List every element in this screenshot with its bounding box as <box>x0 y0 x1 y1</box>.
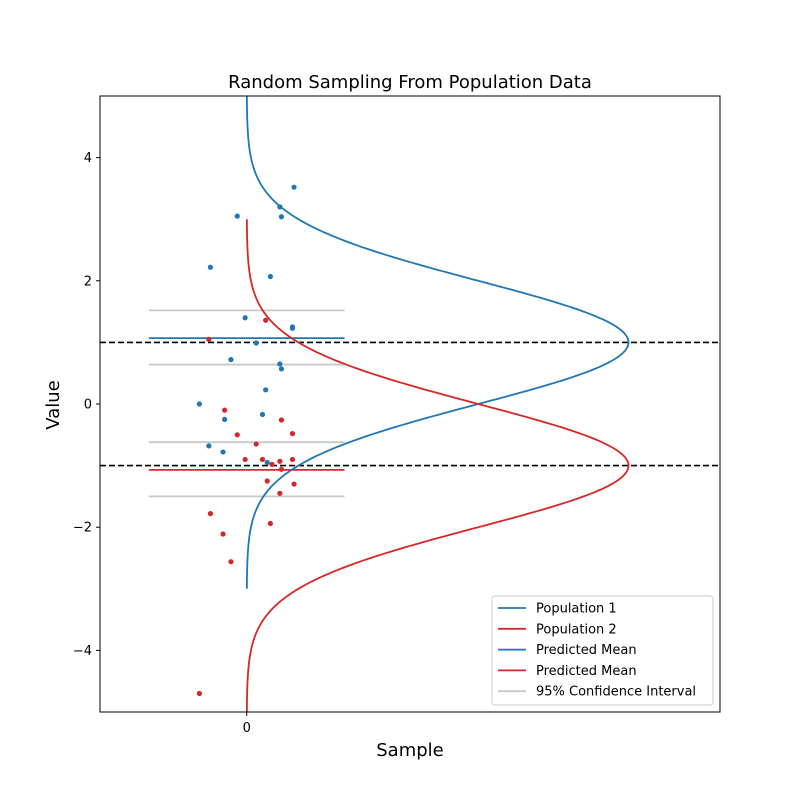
x-tick-label: 0 <box>243 721 251 736</box>
sample-point <box>278 417 285 423</box>
sample-point <box>207 264 214 270</box>
axis-ticks: −4 −2 0 2 4 0 <box>73 151 251 736</box>
sample-point <box>267 273 273 280</box>
sample-point <box>278 214 285 220</box>
sample-point <box>278 466 285 472</box>
sample-point <box>234 432 240 438</box>
population-curve <box>245 219 630 712</box>
sample-point <box>259 411 266 418</box>
y-tick-label: 4 <box>84 151 92 166</box>
sample-point <box>264 459 270 466</box>
x-axis-label: Sample <box>376 740 444 761</box>
y-tick-label: −2 <box>73 521 92 536</box>
sample-point <box>277 204 283 210</box>
sample-point <box>242 456 248 463</box>
sample-point <box>269 461 275 467</box>
sample-point <box>220 449 226 455</box>
legend-box <box>491 595 714 706</box>
sample-point <box>267 520 273 527</box>
sample-point <box>253 340 259 346</box>
plot-area <box>99 95 721 713</box>
sample-point <box>289 456 296 463</box>
sample-point <box>253 441 259 447</box>
legend: Population 1 Population 2 Predicted Mean Pr… <box>491 595 714 706</box>
sample-point <box>277 361 283 367</box>
legend-label: Predicted Mean <box>536 643 637 658</box>
sample-point <box>228 357 234 363</box>
chart-title: Random Sampling From Population Data <box>228 72 592 93</box>
legend-label: 95% Confidence Interval <box>536 685 696 700</box>
sample-point <box>289 325 296 331</box>
sample-point <box>289 430 296 437</box>
sample-point <box>263 317 269 323</box>
sample-point <box>228 559 234 565</box>
y-axis-label: Value <box>43 380 64 429</box>
y-tick-label: −4 <box>73 644 92 659</box>
sample-point <box>206 443 212 449</box>
sample-point <box>196 690 202 697</box>
plot-content <box>100 96 720 712</box>
sample-point <box>277 490 283 496</box>
sample-point <box>291 481 297 487</box>
sample-point <box>220 531 226 537</box>
sample-point <box>234 213 240 219</box>
sample-point <box>264 478 270 484</box>
population-curve <box>245 96 630 589</box>
sample-point <box>277 458 283 464</box>
y-tick-label: 0 <box>84 398 92 413</box>
y-tick-label: 2 <box>84 274 92 289</box>
sample-point <box>206 336 212 342</box>
sample-point <box>263 387 269 393</box>
sample-point <box>222 416 228 422</box>
legend-label: Population 1 <box>536 602 617 617</box>
sample-point <box>207 511 214 517</box>
sample-point <box>222 407 228 413</box>
sample-point <box>259 456 266 463</box>
sample-point <box>291 184 297 190</box>
legend-label: Predicted Mean <box>536 664 637 679</box>
sample-point <box>196 401 202 407</box>
sample-point <box>278 366 285 372</box>
legend-label: Population 2 <box>536 622 617 637</box>
sample-point <box>242 315 248 321</box>
